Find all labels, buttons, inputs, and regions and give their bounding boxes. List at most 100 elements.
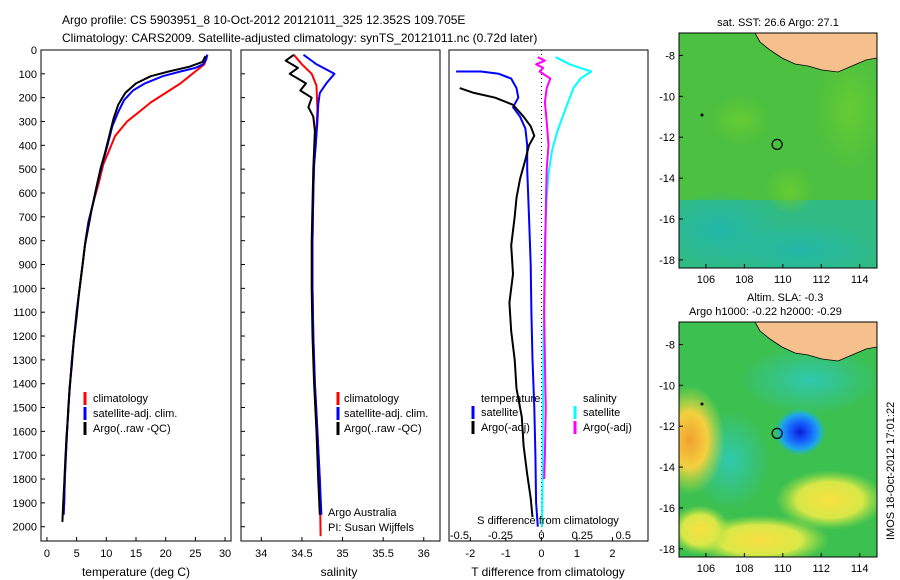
- x-tick-label: 34.5: [291, 548, 312, 560]
- legend-header-temperature: temperature: [481, 393, 540, 405]
- y-tick-label: 1400: [13, 379, 37, 391]
- series-line-1: [459, 87, 536, 518]
- header-title: Argo profile: CS 5903951_8 10-Oct-2012 2…: [62, 13, 465, 27]
- annotation-pi-name: PI: Susan Wijffels: [328, 522, 414, 534]
- y-tick-label: 1700: [13, 450, 37, 462]
- legend-label-argo: Argo(..raw -QC): [344, 423, 422, 435]
- x-tick-label: 0: [44, 548, 50, 560]
- map-x-tick-label: 108: [735, 274, 753, 286]
- x-tick-label: 36: [418, 548, 430, 560]
- salinity-legend: climatology satellite-adj. clim. Argo(..…: [336, 392, 428, 435]
- y-tick-label: 300: [19, 117, 37, 129]
- map-x-tick-label: 110: [774, 274, 792, 286]
- y-tick-label: 500: [19, 164, 37, 176]
- series-line-2: [61, 55, 207, 522]
- x-tick-label: 1: [574, 548, 580, 560]
- temperature-panel: 0100200300400500600700800900100011001200…: [13, 45, 232, 579]
- y-tick-label: 700: [19, 212, 37, 224]
- legend-label-satellite: satellite-adj. clim.: [93, 408, 177, 420]
- argo-location-marker: [771, 138, 783, 151]
- legend-label-argo: Argo(..raw -QC): [93, 423, 171, 435]
- x-tick-label: 10: [100, 548, 112, 560]
- differences-panel: -2 -1 0 1 2 -0.5 -0.25 0 0.25 0.5 S difference f…: [448, 49, 649, 579]
- map-x-tick-label: 114: [851, 563, 869, 575]
- annotation-argo-australia: Argo Australia: [328, 507, 397, 519]
- y-tick-label: 1300: [13, 355, 37, 367]
- differences-axes: [448, 49, 649, 542]
- salinity-axes: [240, 49, 441, 542]
- x-tick-label: -1: [501, 548, 511, 560]
- s-tick-label: -0.5: [450, 530, 469, 542]
- y-tick-label: 200: [19, 93, 37, 105]
- legend-label-temp-argo: Argo(-adj): [481, 422, 530, 434]
- temperature-xlabel: temperature (deg C): [82, 565, 190, 579]
- map-x-tick-label: 114: [851, 274, 869, 286]
- map-y-tick-label: -10: [659, 91, 675, 103]
- x-tick-label: 25: [189, 548, 201, 560]
- map-x-tick-label: 106: [697, 563, 715, 575]
- x-tick-label: 34: [255, 548, 267, 560]
- y-tick-label: 2000: [13, 522, 37, 534]
- header-subtitle: Climatology: CARS2009. Satellite-adjuste…: [62, 31, 537, 45]
- y-tick-label: 100: [19, 69, 37, 81]
- map-x-tick-label: 108: [735, 563, 753, 575]
- y-tick-label: 1500: [13, 403, 37, 415]
- sst-map-title: sat. SST: 26.6 Argo: 27.1: [717, 17, 839, 29]
- series-line-0: [62, 54, 209, 515]
- s-tick-label: 0.5: [616, 530, 631, 542]
- legend-label-sal-satellite: satellite: [583, 407, 620, 419]
- x-tick-label: -2: [465, 548, 475, 560]
- java-coastline: [754, 322, 877, 362]
- salinity-xlabel: salinity: [321, 565, 358, 579]
- legend-label-satellite: satellite-adj. clim.: [344, 408, 428, 420]
- y-tick-label: 400: [19, 140, 37, 152]
- x-tick-label: 2: [609, 548, 615, 560]
- map-y-tick-label: -10: [659, 380, 675, 392]
- legend-label-climatology: climatology: [93, 393, 149, 405]
- x-tick-label: 15: [130, 548, 142, 560]
- map-y-tick-label: -14: [659, 173, 675, 185]
- sla-map-subtitle: Argo h1000: -0.22 h2000: -0.29: [689, 306, 842, 318]
- x-tick-label: 20: [160, 548, 172, 560]
- x-tick-label: 5: [74, 548, 80, 560]
- y-tick-label: 600: [19, 188, 37, 200]
- legend-label-temp-satellite: satellite: [481, 407, 518, 419]
- legend-label-sal-argo: Argo(-adj): [583, 422, 632, 434]
- map-x-tick-label: 112: [812, 563, 830, 575]
- map-y-tick-label: -16: [659, 214, 675, 226]
- map-y-tick-label: -18: [659, 255, 675, 267]
- series-line-2: [541, 56, 593, 527]
- map-y-tick-label: -18: [659, 544, 675, 556]
- legend-header-salinity: salinity: [583, 393, 617, 405]
- argo-location-marker: [771, 427, 783, 440]
- salinity-panel: 34 34.5 35 35.5 36 salinity climatology sate…: [240, 49, 441, 579]
- y-tick-label: 1000: [13, 283, 37, 295]
- sla-map: Altim. SLA: -0.3 Argo h1000: -0.22 h2000…: [659, 292, 897, 575]
- y-tick-label: 1800: [13, 474, 37, 486]
- series-line-3: [535, 56, 552, 480]
- map-x-tick-label: 110: [774, 563, 792, 575]
- x-tick-label: 35.5: [372, 548, 393, 560]
- y-tick-label: 0: [31, 45, 37, 57]
- series-line-2: [284, 53, 321, 515]
- s-tick-label: -0.25: [488, 530, 513, 542]
- s-tick-label: 0.25: [572, 530, 593, 542]
- x-tick-label: 0: [538, 548, 544, 560]
- t-difference-xlabel: T difference from climatology: [471, 565, 625, 579]
- map-x-tick-label: 112: [812, 274, 830, 286]
- series-line-1: [302, 53, 336, 515]
- y-tick-label: 1100: [13, 307, 37, 319]
- legend-label-climatology: climatology: [344, 393, 400, 405]
- x-tick-label: 30: [219, 548, 231, 560]
- s-difference-label: S difference from climatology: [477, 515, 619, 527]
- y-tick-label: 1900: [13, 498, 37, 510]
- temperature-axes: [40, 49, 232, 542]
- imos-timestamp: IMOS 18-Oct-2012 17:01:22: [885, 402, 897, 540]
- y-tick-label: 1200: [13, 331, 37, 343]
- map-y-tick-label: -12: [659, 132, 675, 144]
- map-y-tick-label: -12: [659, 421, 675, 433]
- sla-map-title: Altim. SLA: -0.3: [747, 292, 823, 304]
- map-y-tick-label: -16: [659, 503, 675, 515]
- y-tick-label: 900: [19, 260, 37, 272]
